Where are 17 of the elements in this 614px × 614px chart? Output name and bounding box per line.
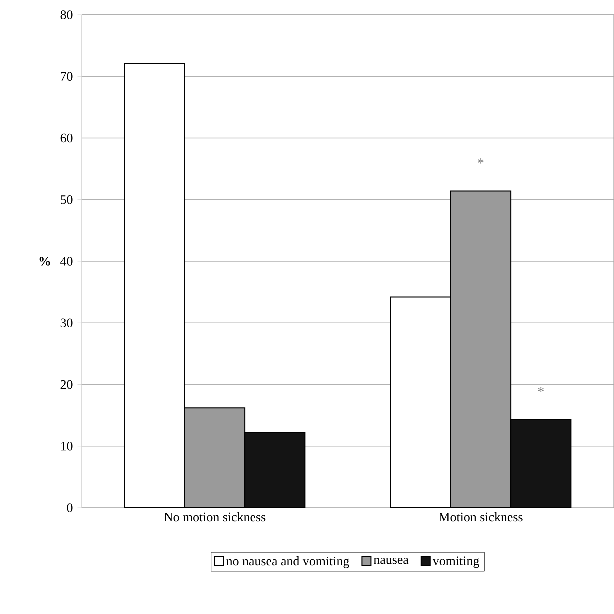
x-tick-label: No motion sickness bbox=[164, 512, 266, 522]
y-tick-label: 80 bbox=[60, 10, 73, 20]
y-tick-label: 10 bbox=[61, 442, 73, 451]
annotation: * bbox=[538, 387, 544, 392]
annotation: * bbox=[478, 158, 484, 164]
legend-label: nausea bbox=[374, 558, 409, 564]
y-tick-label: 30 bbox=[60, 318, 73, 328]
legend-label: no nausea and vomiting bbox=[226, 556, 350, 568]
y-axis-title: % bbox=[40, 257, 50, 266]
x-tick-label: Motion sickness bbox=[439, 512, 523, 522]
y-tick-label: 20 bbox=[60, 380, 73, 390]
y-tick-label: 60 bbox=[60, 134, 73, 143]
y-tick-label: 50 bbox=[61, 196, 73, 204]
y-tick-label: 70 bbox=[61, 72, 73, 81]
legend-label: vomiting bbox=[432, 556, 480, 568]
y-tick-label: 40 bbox=[60, 257, 73, 266]
y-tick-label: 0 bbox=[67, 504, 73, 512]
